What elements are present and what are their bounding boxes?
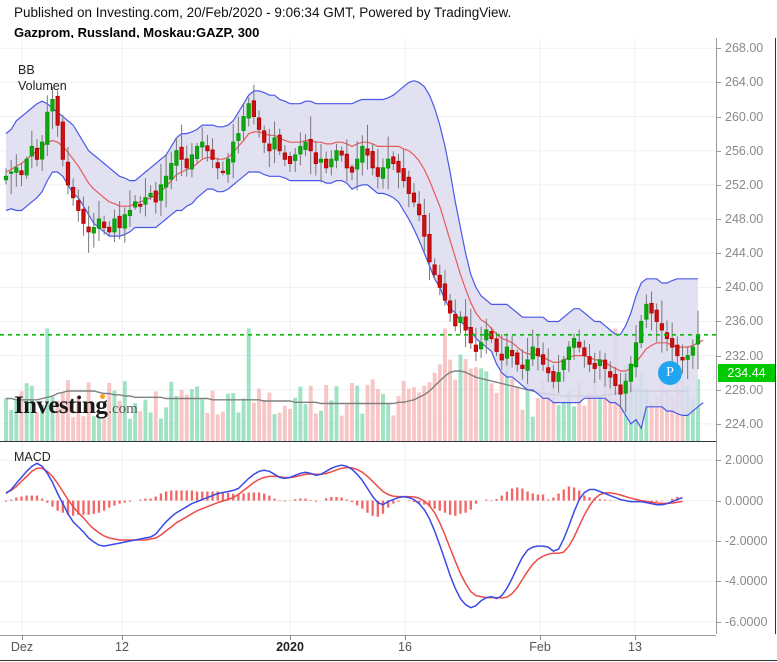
price-axis-label: 244.00 xyxy=(725,246,764,261)
time-axis-tick xyxy=(405,635,406,640)
macd-axis[interactable]: 2.0000 0.0000 -2.0000 -4.0000 -6.0000 xyxy=(716,442,777,634)
legend-bb: BB xyxy=(18,63,35,77)
time-axis-label: 2020 xyxy=(276,640,304,654)
time-axis-tick xyxy=(540,635,541,640)
price-axis-tick xyxy=(716,82,721,84)
time-axis-tick xyxy=(122,635,123,640)
price-axis-label: 268.00 xyxy=(725,41,764,56)
price-axis-tick xyxy=(716,253,721,255)
published-line: Published on Investing.com, 20/Feb/2020 … xyxy=(14,5,512,20)
price-axis-tick xyxy=(716,423,721,425)
time-axis-label: 16 xyxy=(398,640,412,654)
macd-panel[interactable]: MACD xyxy=(0,442,716,634)
macd-axis-tick xyxy=(716,581,721,583)
macd-axis-tick xyxy=(716,460,721,462)
price-axis-tick xyxy=(716,184,721,186)
price-axis-tick xyxy=(716,219,721,220)
legend-macd: MACD xyxy=(14,450,51,464)
price-axis-label: 252.00 xyxy=(725,177,764,192)
price-axis-tick xyxy=(716,150,721,152)
macd-axis-label: 0.0000 xyxy=(725,493,764,508)
macd-plot xyxy=(0,442,716,634)
time-axis-label: 13 xyxy=(628,640,642,654)
price-axis-tick xyxy=(716,116,721,118)
time-axis-bottom-border xyxy=(0,660,777,661)
price-axis-label: 256.00 xyxy=(725,143,764,158)
price-axis-tick xyxy=(716,321,721,323)
price-axis-label: 232.00 xyxy=(725,348,764,363)
chart-right-border xyxy=(775,38,776,634)
price-axis-tick xyxy=(716,48,721,50)
price-axis-label: 260.00 xyxy=(725,109,764,124)
chart-header: Published on Investing.com, 20/Feb/2020 … xyxy=(0,0,777,40)
macd-axis-tick xyxy=(716,500,721,502)
time-axis-tick xyxy=(635,635,636,640)
time-axis-top-border xyxy=(0,635,716,636)
time-axis-tick xyxy=(290,635,291,640)
symbol-title: Gazprom, Russland, Moskau:GAZP, 300 xyxy=(14,25,260,40)
price-axis-tick xyxy=(716,389,721,391)
price-axis-label: 248.00 xyxy=(725,212,764,226)
macd-axis-label: 2.0000 xyxy=(725,453,764,468)
macd-axis-label: -6.0000 xyxy=(725,614,768,629)
panel-divider xyxy=(0,441,716,442)
time-axis-label: Feb xyxy=(529,640,551,654)
price-plot xyxy=(0,38,716,441)
macd-axis-label: -4.0000 xyxy=(725,574,768,589)
price-axis-label: 228.00 xyxy=(725,382,764,397)
price-panel[interactable]: BB Volumen Investing .com xyxy=(0,38,716,441)
price-axis-tick xyxy=(716,355,721,357)
price-position-marker[interactable]: P xyxy=(658,360,682,385)
price-axis-label: 224.00 xyxy=(725,416,764,431)
axis-separator-line xyxy=(716,38,717,634)
price-axis-label: 264.00 xyxy=(725,75,764,90)
legend-volume: Volumen xyxy=(18,79,67,93)
time-axis[interactable]: Dez 12 2020 16 Feb 13 xyxy=(0,635,777,662)
macd-axis-tick xyxy=(716,621,721,623)
chart-area[interactable]: BB Volumen Investing .com MACD 268.00 264… xyxy=(0,38,777,662)
time-axis-label: 12 xyxy=(115,640,129,654)
time-axis-tick xyxy=(22,635,23,640)
current-price-badge: 234.44 xyxy=(718,363,775,382)
time-axis-label: Dez xyxy=(10,640,34,654)
price-axis-tick xyxy=(716,287,721,289)
macd-axis-label: -2.0000 xyxy=(725,534,768,549)
price-axis-label: 236.00 xyxy=(725,314,764,329)
price-axis-label: 240.00 xyxy=(725,280,764,295)
macd-axis-tick xyxy=(716,541,721,543)
